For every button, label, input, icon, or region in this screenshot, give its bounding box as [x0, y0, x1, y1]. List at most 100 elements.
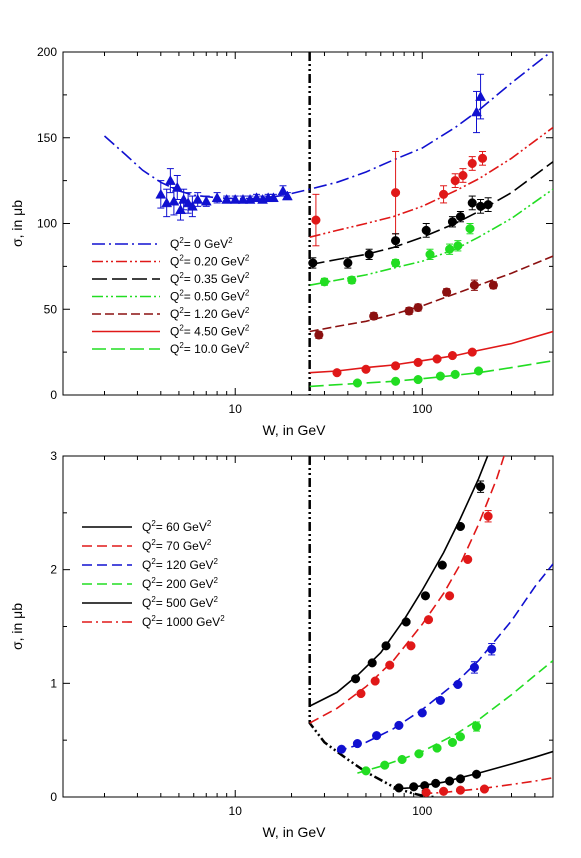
data-point [476, 482, 486, 492]
legend-superscript: 2 [179, 289, 184, 298]
legend-label: Q2= 120 GeV2 [142, 557, 219, 572]
data-point [356, 689, 366, 699]
legend-text: Q [142, 596, 151, 610]
legend-text: = 70 GeV [156, 539, 207, 553]
data-point [391, 258, 401, 268]
data-point [435, 695, 445, 705]
legend-superscript: 2 [151, 557, 156, 566]
data-point-triangle [171, 181, 183, 192]
y-tick-label: 200 [37, 45, 57, 59]
legend-superscript: 2 [179, 236, 184, 245]
data-point [445, 591, 455, 601]
legend-superscript: 2 [179, 324, 184, 333]
legend-text: Q [170, 307, 179, 321]
y-tick-label: 1 [50, 676, 57, 690]
data-point [361, 364, 371, 374]
series-curve-1-1 [309, 456, 505, 724]
x-tick-label: 10 [229, 804, 243, 818]
data-point [397, 754, 407, 765]
legend-label: Q2= 0 GeV2 [170, 236, 233, 251]
data-point-triangle [168, 195, 180, 206]
legend-text: = 0.20 GeV [184, 255, 245, 269]
legend-text: Q [170, 290, 179, 304]
data-point [450, 176, 460, 186]
data-point [453, 679, 463, 690]
data-point [431, 778, 441, 788]
data-point-triangle [221, 193, 233, 204]
data-point [425, 249, 435, 259]
legend-superscript: 2 [151, 519, 156, 528]
data-point [351, 674, 361, 684]
data-point [458, 170, 468, 181]
y-tick-label: 3 [50, 449, 57, 463]
data-point [417, 708, 427, 718]
data-point [370, 676, 380, 686]
legend-text: = 4.50 GeV [184, 325, 245, 339]
data-point [352, 378, 362, 388]
data-point [469, 662, 479, 672]
data-point [311, 215, 321, 225]
data-point [421, 225, 431, 235]
legend-superscript: 2 [179, 341, 184, 350]
series-curve-1-2 [336, 563, 553, 753]
legend-superscript: 2 [214, 557, 219, 566]
legend-label: Q2= 500 GeV2 [142, 595, 219, 610]
data-point [477, 153, 488, 163]
kinematic-boundary-curve [308, 456, 434, 797]
legend-label: Q2= 70 GeV2 [142, 538, 212, 553]
legend-text: Q [170, 342, 179, 356]
data-point-triangle [164, 175, 176, 185]
data-point [381, 641, 391, 651]
data-point [455, 785, 465, 795]
data-point-triangle [281, 190, 293, 201]
data-point [447, 217, 457, 227]
legend-superscript: 2 [151, 538, 156, 547]
data-point [391, 236, 401, 246]
plot-frame-1 [62, 455, 554, 798]
legend-text: = 0.50 GeV [184, 290, 245, 304]
legend-label: Q2= 10.0 GeV2 [170, 341, 250, 356]
data-point [439, 786, 449, 796]
data-point [372, 731, 382, 741]
data-point [465, 224, 475, 234]
legend-text: = 10.0 GeV [184, 342, 245, 356]
legend-superscript: 2 [228, 236, 233, 245]
legend-label: Q2= 0.20 GeV2 [170, 254, 250, 269]
data-point [319, 277, 330, 287]
series-curve-0-2 [309, 161, 553, 266]
legend-superscript: 2 [245, 254, 250, 263]
data-point [314, 330, 324, 340]
series-curve-0-6 [309, 359, 553, 388]
data-point [476, 201, 486, 211]
y-tick-label: 2 [50, 563, 57, 577]
data-point-triangle [211, 192, 223, 203]
y-tick-label: 50 [44, 302, 58, 316]
series-curve-1-0 [309, 456, 489, 707]
data-point [352, 739, 362, 749]
y-tick-label: 0 [50, 790, 57, 804]
data-point [391, 376, 401, 386]
data-point [380, 760, 390, 770]
data-point [455, 774, 465, 784]
x-tick-label: 100 [412, 402, 432, 416]
data-point-triangle [200, 195, 212, 206]
data-point [439, 189, 449, 199]
data-point [455, 732, 465, 742]
data-point [308, 258, 318, 268]
series-curve-1-3 [357, 659, 553, 774]
legend-text: Q [142, 558, 151, 572]
y-tick-label: 0 [50, 388, 57, 402]
data-point [361, 766, 371, 776]
legend-superscript: 2 [245, 289, 250, 298]
data-point [332, 368, 342, 378]
x-axis-title: W, in GeV [262, 824, 326, 840]
legend-superscript: 2 [179, 306, 184, 315]
data-point [467, 347, 477, 357]
legend-superscript: 2 [207, 538, 212, 547]
data-point [479, 784, 489, 794]
legend-label: Q2= 4.50 GeV2 [170, 324, 250, 339]
data-point [437, 560, 447, 570]
data-point [467, 198, 477, 208]
legend-superscript: 2 [245, 306, 250, 315]
